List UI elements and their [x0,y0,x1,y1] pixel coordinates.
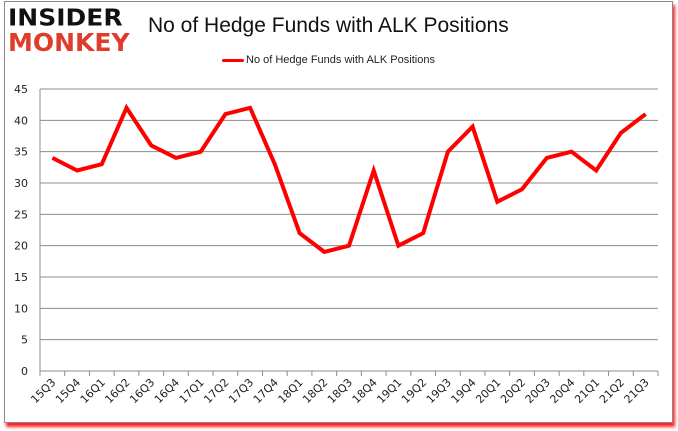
x-tick-label: 18Q4 [350,376,380,406]
data-line [51,103,647,255]
x-tick-label: 16Q3 [127,376,157,406]
x-tick-label: 16Q4 [152,376,182,406]
x-tick-label: 17Q2 [201,376,231,406]
x-axis: 15Q315Q416Q116Q216Q316Q417Q117Q217Q317Q4… [28,370,659,406]
logo-line-1: INSIDER [8,4,123,31]
legend-line-icon [222,58,244,62]
x-tick-label: 19Q3 [424,376,454,406]
x-tick-label: 19Q4 [449,376,479,406]
y-tick-label: 15 [14,271,28,284]
x-tick-label: 17Q1 [177,376,207,406]
x-tick-label: 18Q2 [300,376,330,406]
x-tick-label: 21Q1 [572,376,602,406]
y-tick-label: 10 [14,302,28,315]
chart-frame [4,1,673,423]
x-tick-label: 20Q1 [473,376,503,406]
x-tick-label: 20Q3 [523,376,553,406]
x-tick-label: 15Q3 [28,376,58,406]
x-tick-label: 19Q1 [374,376,404,406]
insider-monkey-logo: INSIDER MONKEY [8,5,130,55]
legend-label: No of Hedge Funds with ALK Positions [246,54,435,66]
y-tick-label: 35 [14,146,28,159]
y-tick-label: 40 [14,114,28,127]
x-tick-label: 16Q2 [102,376,132,406]
y-axis: 0 5 10 15 20 25 30 35 40 45 [14,83,41,378]
x-tick-label: 21Q2 [597,376,627,406]
x-tick-label: 19Q2 [399,376,429,406]
x-tick-label: 21Q3 [622,376,652,406]
x-tick-label: 17Q3 [226,376,256,406]
y-tick-label: 5 [21,334,28,347]
y-tick-label: 20 [14,240,28,253]
x-tick-label: 20Q2 [498,376,528,406]
chart-title: No of Hedge Funds with ALK Positions [148,14,509,37]
gridlines [40,88,658,341]
x-tick-label: 16Q1 [78,376,108,406]
y-tick-label: 0 [21,365,28,378]
x-tick-label: 18Q1 [276,376,306,406]
x-tick-label: 17Q4 [251,376,281,406]
x-tick-label: 18Q3 [325,376,355,406]
y-tick-label: 45 [14,83,28,96]
logo-line-2: MONKEY [8,28,130,57]
chart-legend: No of Hedge Funds with ALK Positions [222,54,435,66]
y-tick-label: 25 [14,208,28,221]
x-tick-label: 15Q4 [53,376,83,406]
x-tick-label: 20Q4 [547,376,577,406]
y-tick-label: 30 [14,177,28,190]
